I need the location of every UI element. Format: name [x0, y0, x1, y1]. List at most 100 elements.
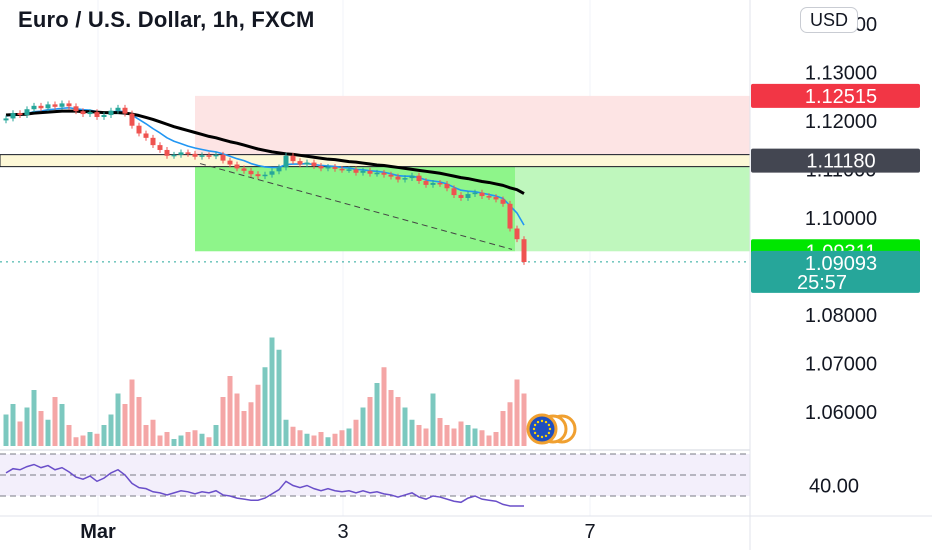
- candle-body: [269, 171, 275, 175]
- candle-body: [297, 161, 303, 165]
- volume-bar: [318, 432, 324, 446]
- last-price-tag: [751, 250, 920, 293]
- volume-bar: [17, 421, 23, 446]
- candle-body: [381, 172, 387, 175]
- candle-body: [24, 109, 30, 116]
- time-axis-label: 3: [337, 521, 348, 543]
- volume-bar: [108, 414, 114, 446]
- euro-flag-star: [532, 427, 536, 431]
- candle-body: [486, 196, 492, 198]
- candle-body: [115, 107, 121, 111]
- candle-body: [3, 118, 9, 121]
- volume-bar: [234, 393, 240, 446]
- volume-bar: [269, 337, 275, 446]
- candle-body: [234, 164, 240, 169]
- candle-body: [101, 115, 107, 117]
- candle-body: [500, 199, 506, 204]
- candle-body: [444, 183, 450, 189]
- volume-bar: [423, 428, 429, 446]
- candle-body: [283, 155, 289, 168]
- candle-body: [388, 174, 394, 177]
- candle-body: [521, 239, 527, 262]
- volume-bar: [374, 383, 380, 446]
- volume-bar: [115, 393, 121, 446]
- currency-button[interactable]: USD: [800, 7, 858, 33]
- ema-long-line: [5, 109, 525, 195]
- candle-body: [262, 174, 268, 177]
- candle-body: [185, 152, 191, 154]
- candle-body: [213, 154, 219, 157]
- candle-body: [318, 165, 324, 169]
- candle-body: [458, 195, 464, 198]
- candle-body: [430, 182, 436, 185]
- candle-body: [192, 153, 198, 157]
- stop-loss-zone: [195, 95, 750, 161]
- candle-body: [136, 125, 142, 134]
- candle-body: [423, 181, 429, 185]
- candle-body: [171, 154, 177, 157]
- candle-body: [325, 166, 331, 169]
- candle-body: [479, 192, 485, 197]
- price-axis-label: 1.13000: [805, 62, 877, 84]
- volume-bar: [122, 404, 128, 446]
- candle-body: [164, 149, 170, 156]
- volume-bar: [339, 430, 345, 446]
- euro-flag-star: [547, 431, 551, 435]
- volume-bar: [241, 411, 247, 446]
- volume-bar: [213, 425, 219, 446]
- candle-body: [276, 167, 282, 172]
- volume-bar: [143, 425, 149, 446]
- candle-body: [45, 104, 51, 109]
- candle-body: [31, 105, 37, 110]
- volume-bar: [521, 393, 527, 446]
- euro-flag-star: [536, 434, 540, 438]
- volume-bar: [486, 435, 492, 446]
- volume-bar: [136, 397, 142, 446]
- trend-line: [199, 163, 513, 250]
- candle-body: [150, 137, 156, 146]
- volume-bar: [262, 367, 268, 446]
- candle-body: [178, 152, 184, 155]
- volume-bar: [479, 430, 485, 446]
- price-axis-label: 1.07000: [805, 353, 877, 375]
- volume-bar: [66, 425, 72, 446]
- euro-flag-star: [540, 419, 544, 423]
- euro-flag-star: [533, 423, 537, 427]
- candle-body: [311, 162, 317, 166]
- candle-body: [122, 107, 128, 114]
- volume-bar: [332, 433, 338, 446]
- volume-bar: [52, 397, 58, 446]
- time-axis-label: 7: [584, 521, 595, 543]
- candle-body: [332, 166, 338, 169]
- volume-bar: [388, 390, 394, 446]
- volume-bar: [430, 393, 436, 446]
- volume-bar: [38, 411, 44, 446]
- candle-body: [507, 203, 513, 229]
- volume-bar: [353, 419, 359, 446]
- candle-body: [199, 155, 205, 157]
- candle-body: [339, 168, 345, 171]
- candle-body: [248, 170, 254, 175]
- chart-title: Euro / U.S. Dollar, 1h, FXCM: [18, 7, 315, 32]
- volume-bar: [276, 349, 282, 446]
- volume-bar: [409, 419, 415, 446]
- time-axis-label: Mar: [80, 521, 116, 543]
- candle-body: [73, 106, 79, 112]
- candle-body: [108, 110, 114, 116]
- euro-flag-icon: [526, 413, 558, 445]
- last-price-tag-countdown: 25:57: [797, 272, 847, 294]
- candle-body: [241, 168, 247, 171]
- stop-price-tag: [751, 83, 920, 108]
- candle-body: [402, 178, 408, 180]
- euro-flag-star: [540, 435, 544, 439]
- candle-body: [227, 160, 233, 165]
- candle-body: [304, 162, 310, 165]
- volume-bar: [80, 435, 86, 446]
- volume-bar: [150, 419, 156, 446]
- volume-bar: [465, 425, 471, 446]
- volume-bar: [346, 428, 352, 446]
- volume-bar: [444, 425, 450, 446]
- volume-bar: [206, 437, 212, 446]
- volume-bar: [395, 397, 401, 446]
